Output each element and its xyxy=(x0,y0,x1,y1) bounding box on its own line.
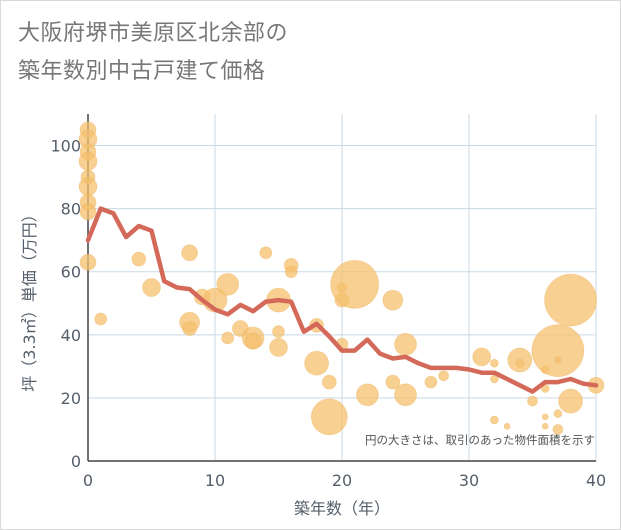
bubble-point xyxy=(541,422,549,430)
bubble-point xyxy=(221,331,235,345)
y-tick-label: 100 xyxy=(50,137,81,156)
trend-line-layer xyxy=(85,206,599,394)
x-tick-label: 10 xyxy=(205,471,225,490)
bubble-point xyxy=(544,273,597,327)
bubble-point xyxy=(272,325,285,339)
bubble-point xyxy=(321,374,337,390)
chart-title-line-2: 築年数別中古戸建て価格 xyxy=(18,59,266,84)
bubble-point xyxy=(284,265,298,279)
bubble-point xyxy=(489,358,499,368)
bubble-point xyxy=(541,413,549,421)
bubble-size-note: 円の大きさは、取引のあった物件面積を示す xyxy=(365,433,595,447)
chart-title-line-1: 大阪府堺市美原区北余部の xyxy=(18,21,289,46)
bubble-point xyxy=(503,422,511,430)
x-tick-label: 0 xyxy=(83,471,93,490)
bubble-point xyxy=(181,244,199,262)
bubble-point xyxy=(552,424,564,435)
bubble-point xyxy=(394,383,417,407)
x-tick-label: 20 xyxy=(332,471,352,490)
bubble-point xyxy=(558,388,583,414)
bubble-point xyxy=(78,177,98,196)
bubble-point xyxy=(310,398,348,436)
y-tick-label: 80 xyxy=(61,200,81,219)
x-tick-label: 40 xyxy=(586,471,606,490)
bubble-point xyxy=(269,338,288,357)
x-axis-title: 築年数（年） xyxy=(294,499,390,518)
bubble-point xyxy=(244,332,262,350)
bubble-point xyxy=(531,324,585,377)
y-tick-label: 40 xyxy=(61,326,81,345)
bubble-layer xyxy=(78,121,605,436)
bubble-point xyxy=(131,251,147,267)
bubble-point xyxy=(78,151,98,171)
bubble-point xyxy=(554,356,562,364)
bubble-point xyxy=(527,395,538,407)
bubble-point xyxy=(424,375,438,389)
bubble-point xyxy=(489,415,499,425)
trend-line xyxy=(85,206,599,394)
y-tick-label: 20 xyxy=(61,389,81,408)
bubble-point xyxy=(355,383,379,407)
bubble-point xyxy=(553,409,563,419)
bubble-point xyxy=(216,272,240,296)
bubble-point xyxy=(94,312,108,326)
bubble-point xyxy=(304,350,330,376)
bubble-point xyxy=(259,246,273,260)
y-tick-label: 0 xyxy=(71,452,81,471)
x-tick-label: 30 xyxy=(459,471,479,490)
bubble-point xyxy=(79,203,97,221)
bubble-point xyxy=(79,253,97,271)
bubble-point xyxy=(515,358,525,368)
y-axis-title: 坪（3.3㎡）単価（万円） xyxy=(20,206,39,391)
tick-labels: 0 20 40 60 80 100 0 10 20 30 40 xyxy=(50,137,606,490)
bubble-point xyxy=(142,278,161,297)
bubble-point xyxy=(385,374,401,390)
bubble-point xyxy=(394,332,417,356)
bubble-point xyxy=(472,347,492,367)
y-tick-label: 60 xyxy=(61,263,81,282)
bubble-point xyxy=(182,321,198,336)
bubble-point xyxy=(382,289,404,311)
bubble-point xyxy=(438,370,450,382)
bubble-point xyxy=(330,259,380,309)
